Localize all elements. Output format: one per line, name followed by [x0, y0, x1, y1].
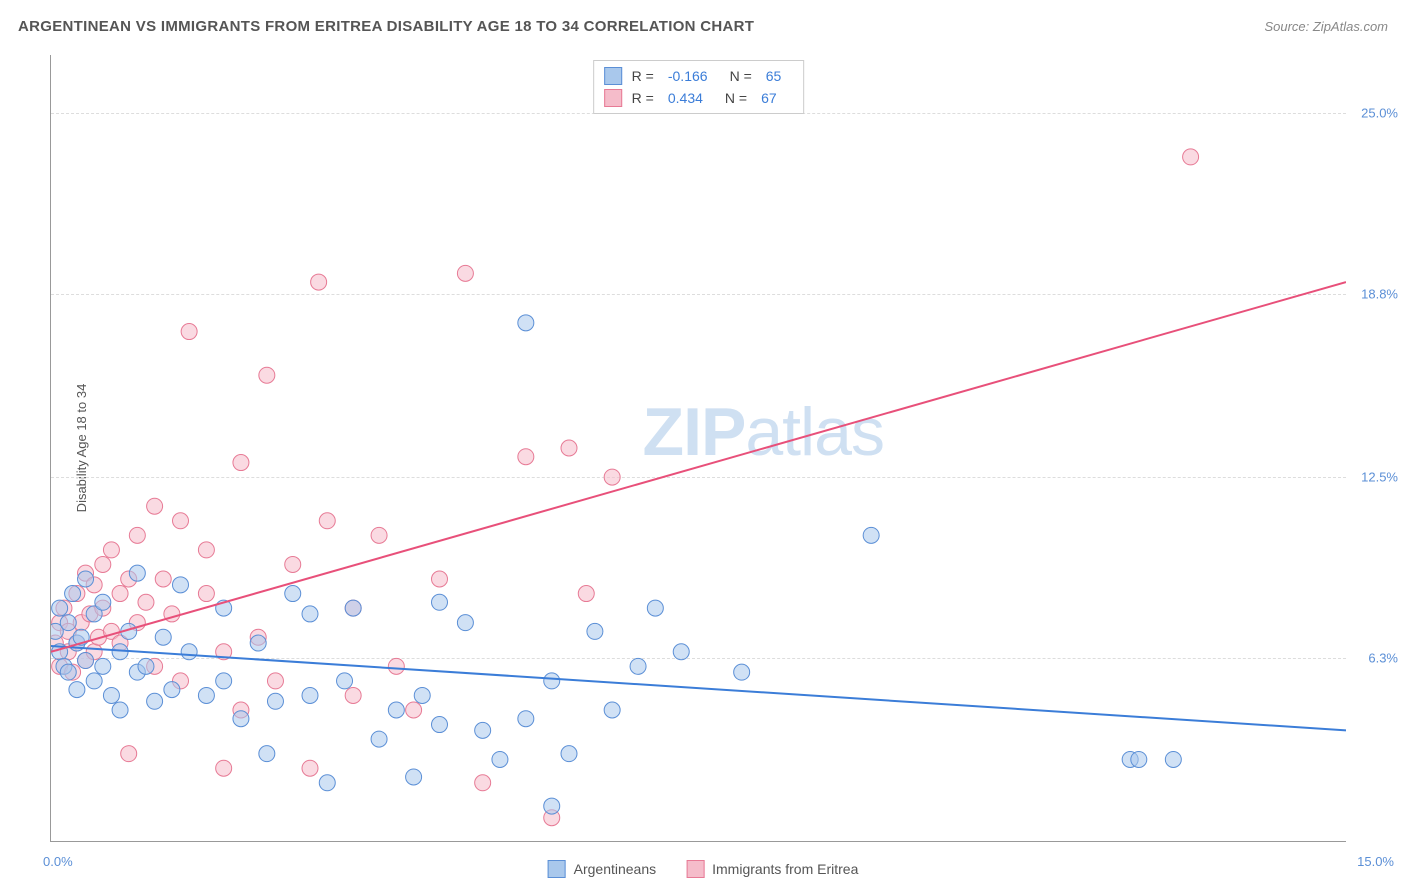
swatch-series-1 [604, 89, 622, 107]
x-axis-min-label: 0.0% [43, 854, 73, 869]
legend-label: Argentineans [574, 861, 657, 877]
swatch-series-0 [548, 860, 566, 878]
swatch-series-0 [604, 67, 622, 85]
n-value-0: 65 [766, 68, 782, 84]
source-attribution: Source: ZipAtlas.com [1264, 19, 1388, 34]
legend-item: Argentineans [548, 860, 657, 878]
header: ARGENTINEAN VS IMMIGRANTS FROM ERITREA D… [18, 18, 1388, 35]
y-tick-label: 6.3% [1368, 650, 1398, 665]
y-tick-label: 12.5% [1361, 470, 1398, 485]
swatch-series-1 [686, 860, 704, 878]
stats-row: R = 0.434 N = 67 [604, 87, 794, 109]
legend-label: Immigrants from Eritrea [712, 861, 858, 877]
n-value-1: 67 [761, 90, 777, 106]
stats-legend: R = -0.166 N = 65 R = 0.434 N = 67 [593, 60, 805, 114]
y-tick-label: 18.8% [1361, 286, 1398, 301]
stats-row: R = -0.166 N = 65 [604, 65, 794, 87]
chart-title: ARGENTINEAN VS IMMIGRANTS FROM ERITREA D… [18, 18, 754, 35]
r-value-0: -0.166 [668, 68, 708, 84]
x-axis-max-label: 15.0% [1357, 854, 1394, 869]
legend-item: Immigrants from Eritrea [686, 860, 858, 878]
y-tick-label: 25.0% [1361, 106, 1398, 121]
bottom-legend: Argentineans Immigrants from Eritrea [548, 860, 859, 878]
r-value-1: 0.434 [668, 90, 703, 106]
scatter-svg [51, 55, 1346, 841]
chart-plot-area: Disability Age 18 to 34 ZIPatlas R = -0.… [50, 55, 1346, 842]
